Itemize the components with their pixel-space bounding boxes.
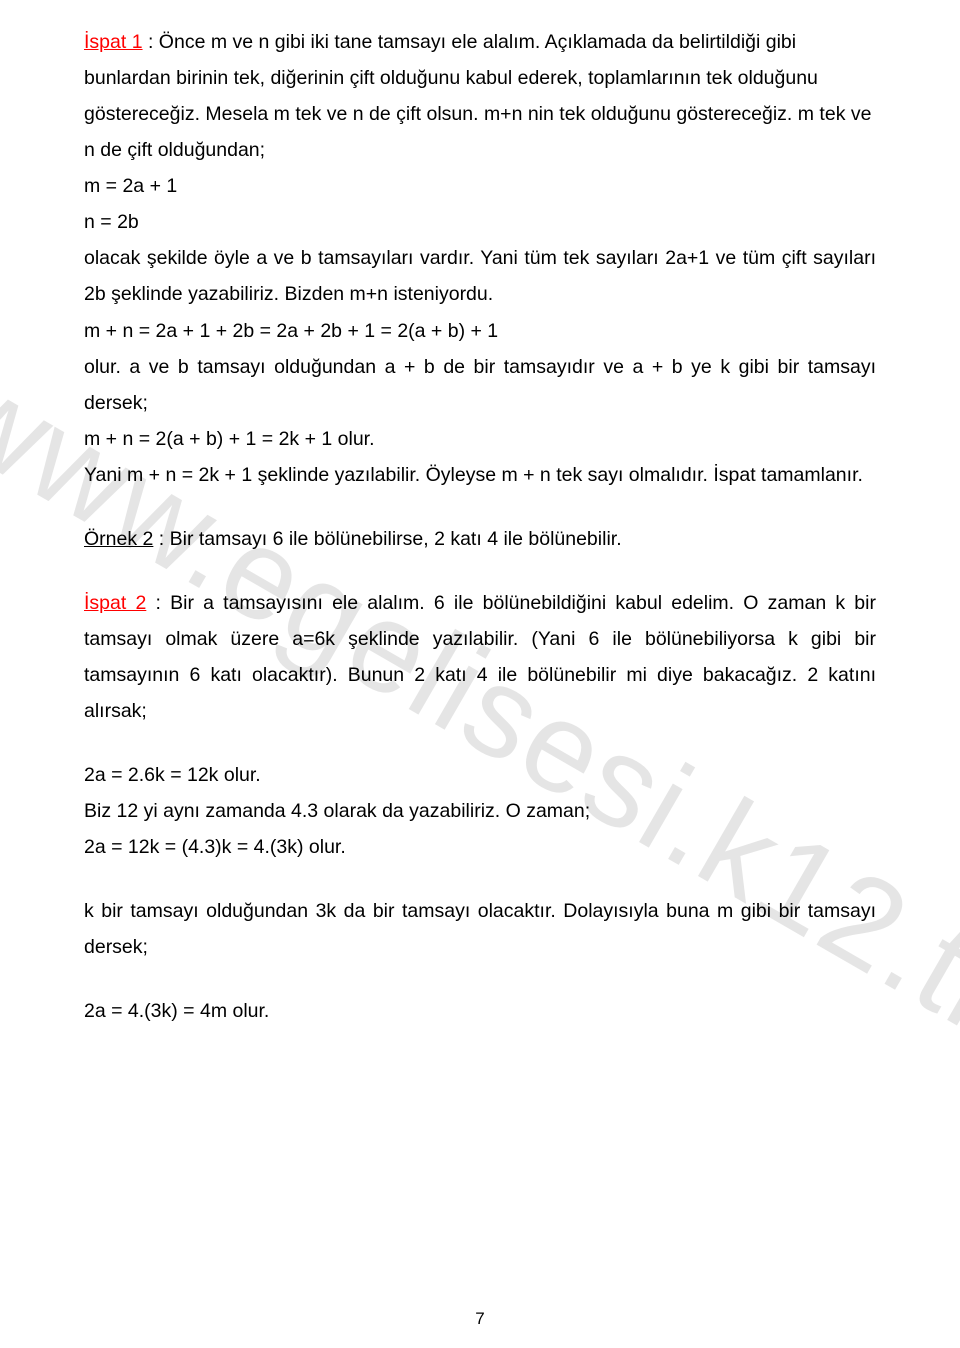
ispat1-body: : Önce m ve n gibi iki tane tamsayı ele … (84, 31, 871, 161)
ornek2-body: : Bir tamsayı 6 ile bölünebilirse, 2 kat… (153, 528, 621, 550)
ispat1-intro: İspat 1 : Önce m ve n gibi iki tane tams… (84, 24, 876, 168)
ispat2-label: İspat 2 (84, 592, 146, 614)
ispat2-body: : Bir a tamsayısını ele alalım. 6 ile bö… (84, 592, 876, 722)
ispat2-eq2: 2a = 12k = (4.3)k = 4.(3k) olur. (84, 829, 876, 865)
ispat1-body3: olur. a ve b tamsayı olduğundan a + b de… (84, 349, 876, 421)
ispat1-eq1: m = 2a + 1 (84, 168, 876, 204)
page-number: 7 (0, 1303, 960, 1334)
document-page: www.egelisesi.k12.tr İspat 1 : Önce m ve… (0, 0, 960, 1348)
ispat1-label: İspat 1 (84, 31, 143, 53)
ornek2: Örnek 2 : Bir tamsayı 6 ile bölünebilirs… (84, 521, 876, 557)
ispat2-eq1: 2a = 2.6k = 12k olur. (84, 757, 876, 793)
ispat1-eq4: m + n = 2(a + b) + 1 = 2k + 1 olur. (84, 421, 876, 457)
ornek2-label: Örnek 2 (84, 528, 153, 550)
ispat1-body2: olacak şekilde öyle a ve b tamsayıları v… (84, 240, 876, 312)
ispat1-eq2: n = 2b (84, 204, 876, 240)
ispat1-body4: Yani m + n = 2k + 1 şeklinde yazılabilir… (84, 457, 876, 493)
ispat1-eq3: m + n = 2a + 1 + 2b = 2a + 2b + 1 = 2(a … (84, 313, 876, 349)
ispat2-eq3: 2a = 4.(3k) = 4m olur. (84, 993, 876, 1029)
ispat2-intro: İspat 2 : Bir a tamsayısını ele alalım. … (84, 585, 876, 729)
ispat2-body2: Biz 12 yi aynı zamanda 4.3 olarak da yaz… (84, 793, 876, 829)
ispat2-body3: k bir tamsayı olduğundan 3k da bir tamsa… (84, 893, 876, 965)
